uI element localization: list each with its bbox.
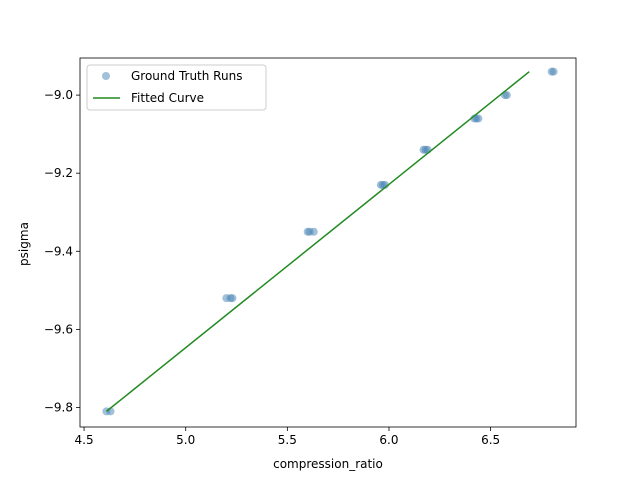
data-point-7 <box>309 227 318 236</box>
y-tick-label: −9.0 <box>44 88 73 102</box>
axes: 4.5 5.0 5.5 6.0 6.5 −9.8 −9.6 −9.4 −9.2 −9.0 <box>44 57 577 447</box>
y-axis-label: psigma <box>17 222 31 266</box>
data-point-4 <box>228 294 237 303</box>
x-axis-label: compression_ratio <box>273 457 383 471</box>
series-line-fitted-curve <box>105 71 530 412</box>
x-tick-label: 6.0 <box>379 433 398 447</box>
x-tick-label: 5.0 <box>176 433 195 447</box>
legend-entry-label: Ground Truth Runs <box>131 69 242 83</box>
legend-marker-swatch <box>102 72 110 80</box>
legend-box <box>86 64 267 111</box>
x-tick-label: 6.5 <box>481 433 500 447</box>
y-tick-label: −9.2 <box>44 166 73 180</box>
x-tick-label: 5.5 <box>278 433 297 447</box>
legend: Ground Truth Runs Fitted Curve <box>86 64 267 111</box>
axes-frame <box>79 57 577 428</box>
y-tick-label: −9.6 <box>44 322 73 336</box>
x-tick-label: 4.5 <box>75 433 94 447</box>
legend-entry-label: Fitted Curve <box>131 91 204 105</box>
data-point-18 <box>502 91 511 100</box>
plot-area <box>102 67 558 416</box>
y-tick-label: −9.8 <box>44 400 73 414</box>
data-point-16 <box>474 114 483 123</box>
data-point-20 <box>549 67 558 76</box>
y-tick-label: −9.4 <box>44 244 73 258</box>
